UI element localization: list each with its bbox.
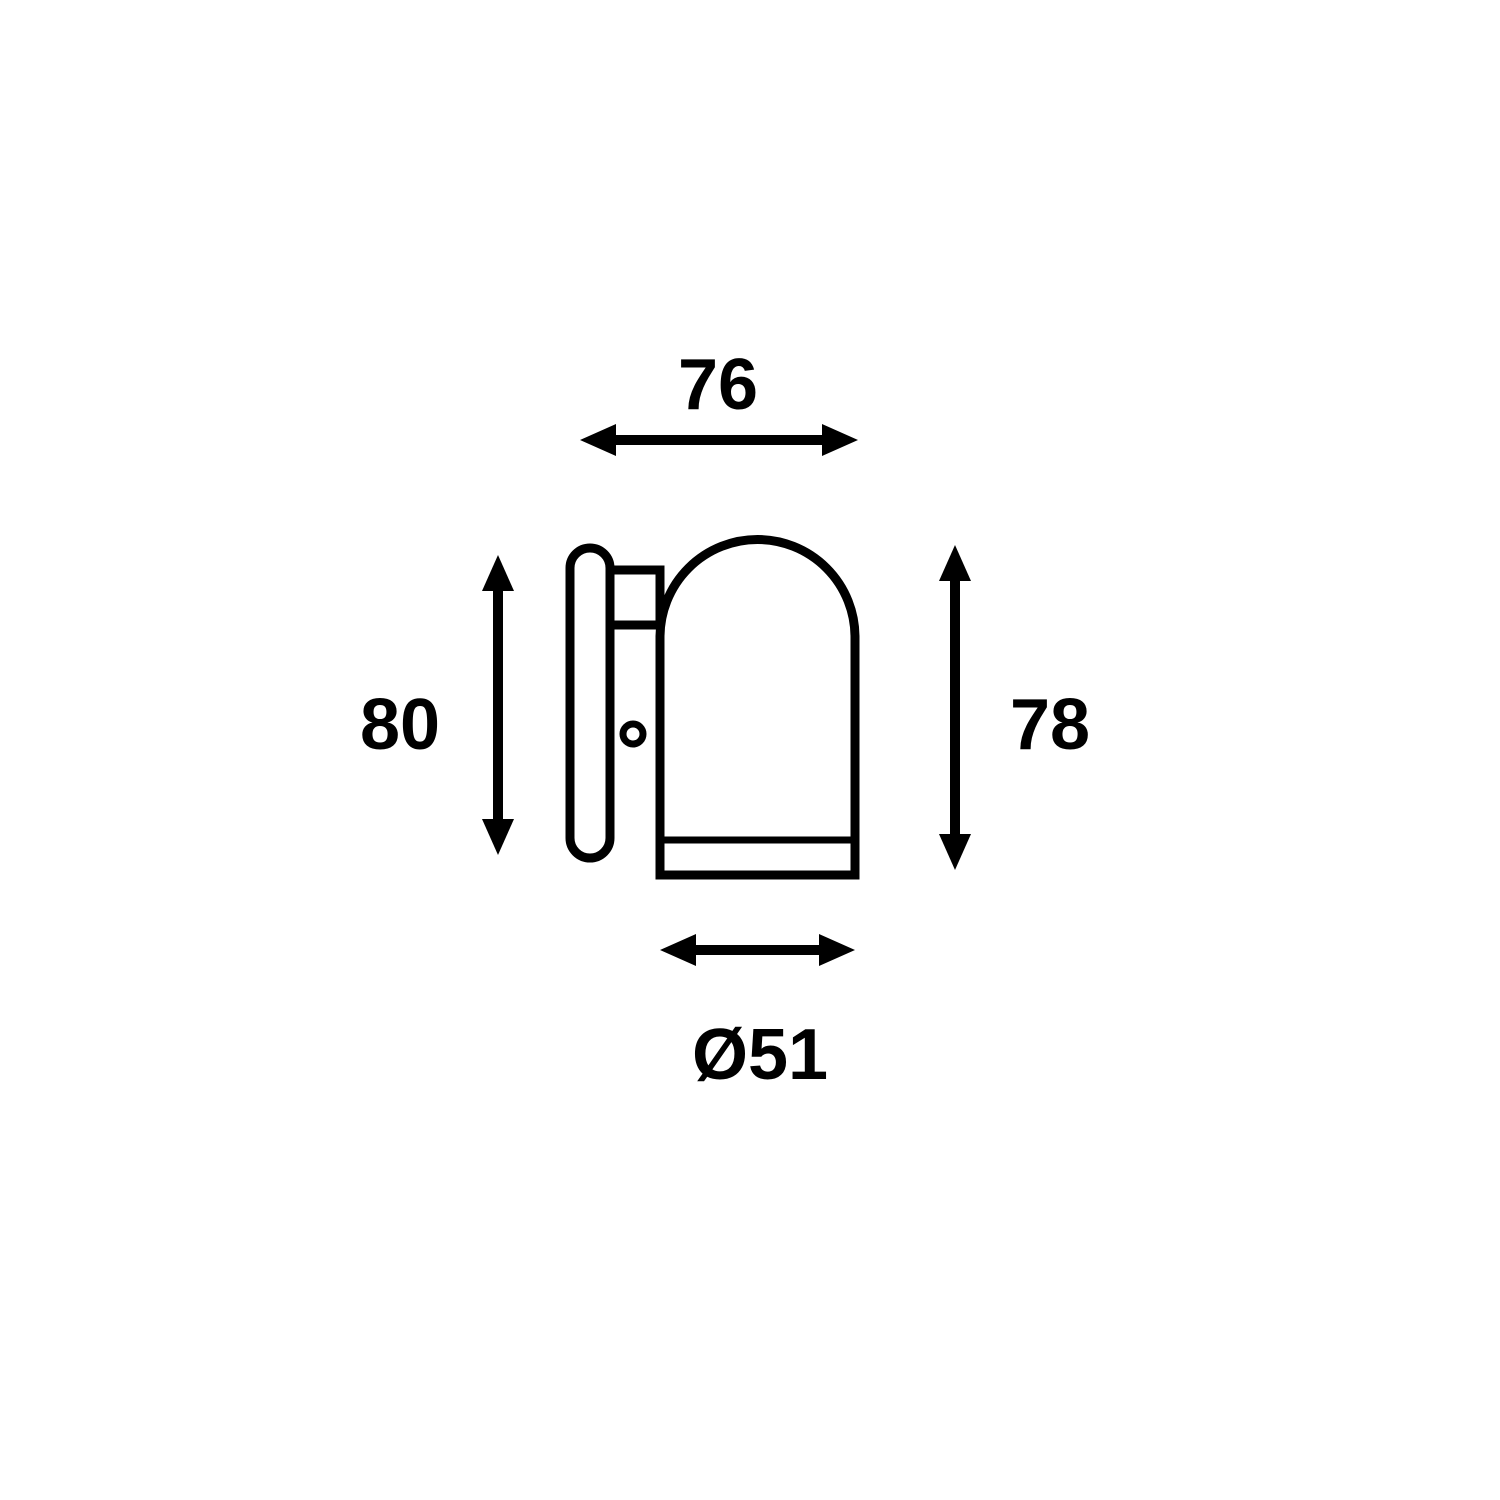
dimension-height-left: 80 (360, 577, 498, 834)
dimension-diameter-label: Ø51 (692, 1015, 828, 1095)
barrel-body (660, 540, 855, 876)
dimension-height-right-label: 78 (1010, 685, 1090, 765)
dimension-diameter: Ø51 (682, 950, 834, 1095)
dimension-height-right: 78 (955, 567, 1090, 849)
base-plate (570, 548, 610, 858)
connector-arm (610, 570, 660, 625)
hinge-detail (623, 724, 643, 744)
dimension-width-top-label: 76 (678, 345, 758, 425)
dimension-height-left-label: 80 (360, 685, 440, 765)
product-outline (570, 540, 855, 876)
dimension-width-top: 76 (602, 345, 837, 440)
